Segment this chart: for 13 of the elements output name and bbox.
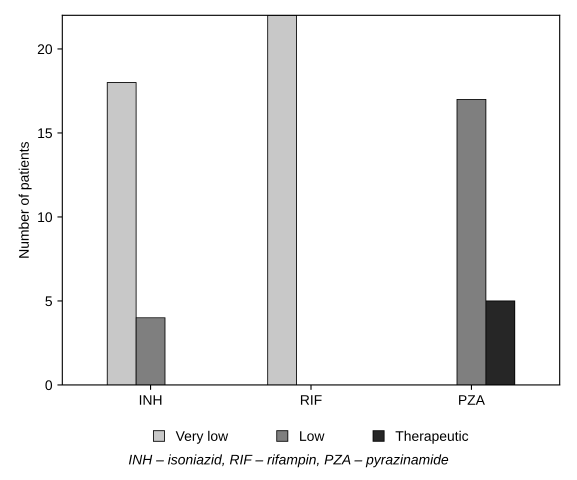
legend-label: Very low [176,430,228,444]
x-tick-label: PZA [459,395,485,405]
y-tick-label: 15 [38,128,52,138]
x-tick-label: INH [140,395,162,405]
y-tick-label: 20 [38,44,52,54]
x-tick-label: RIF [300,395,322,405]
y-axis-title: Number of patients [18,142,32,258]
y-tick-label: 0 [45,380,52,390]
y-tick-label: 10 [38,212,52,222]
legend-label: Low [300,431,324,441]
legend-label: Therapeutic [396,430,468,444]
text: INH – isoniazid, RIF – rifampin, PZA – pyrazinamide [128,454,448,468]
y-tick-label: 5 [45,296,52,306]
